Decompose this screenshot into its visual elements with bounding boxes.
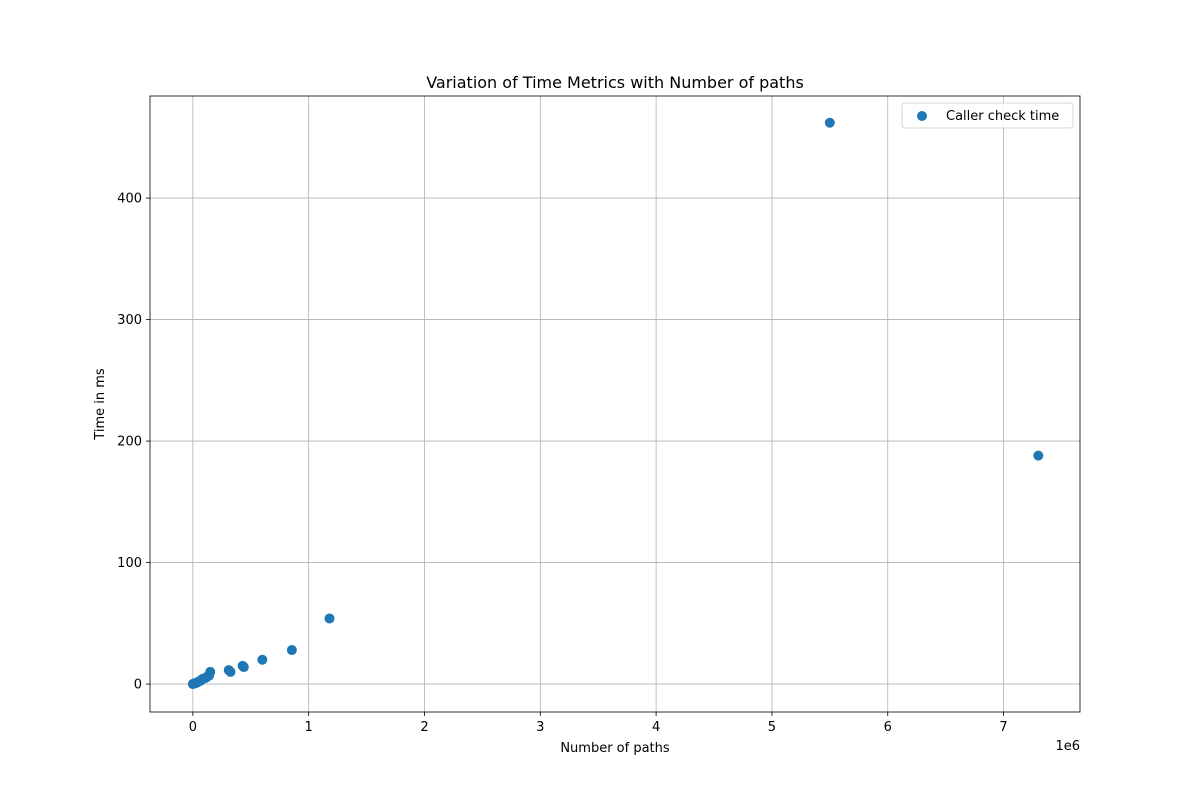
y-tick-label: 200 — [117, 435, 142, 450]
data-point — [238, 662, 249, 673]
grid — [150, 96, 1080, 712]
y-tick-label: 400 — [117, 192, 142, 207]
data-point — [225, 666, 236, 677]
legend-label: Caller check time — [946, 109, 1059, 124]
x-axis-label: Number of paths — [560, 741, 670, 756]
y-tick-label: 0 — [134, 678, 142, 693]
data-points — [187, 117, 1044, 690]
plot-frame — [149, 95, 1081, 713]
legend-box — [901, 102, 1074, 129]
legend-marker — [917, 111, 927, 121]
data-point — [824, 117, 835, 128]
axis-ticks: 0 1 2 3 4 5 6 7 0 100 200 300 400 — [117, 192, 1008, 735]
data-point — [324, 613, 335, 624]
data-point — [205, 666, 216, 677]
x-tick-label: 4 — [652, 720, 660, 735]
y-tick-label: 100 — [117, 556, 142, 571]
x-tick-label: 0 — [189, 720, 197, 735]
x-tick-label: 5 — [768, 720, 776, 735]
x-tick-label: 2 — [420, 720, 428, 735]
data-point — [1033, 450, 1044, 461]
x-tick-label: 1 — [305, 720, 313, 735]
x-tick-label: 6 — [884, 720, 892, 735]
y-axis-label: Time in ms — [93, 368, 108, 441]
chart-title: Variation of Time Metrics with Number of… — [426, 73, 804, 92]
data-point — [257, 654, 268, 665]
x-axis-offset-label: 1e6 — [1055, 739, 1080, 754]
x-tick-label: 3 — [536, 720, 544, 735]
legend: Caller check time — [901, 102, 1074, 129]
x-tick-label: 7 — [999, 720, 1007, 735]
data-point — [286, 645, 297, 656]
y-tick-label: 300 — [117, 313, 142, 328]
